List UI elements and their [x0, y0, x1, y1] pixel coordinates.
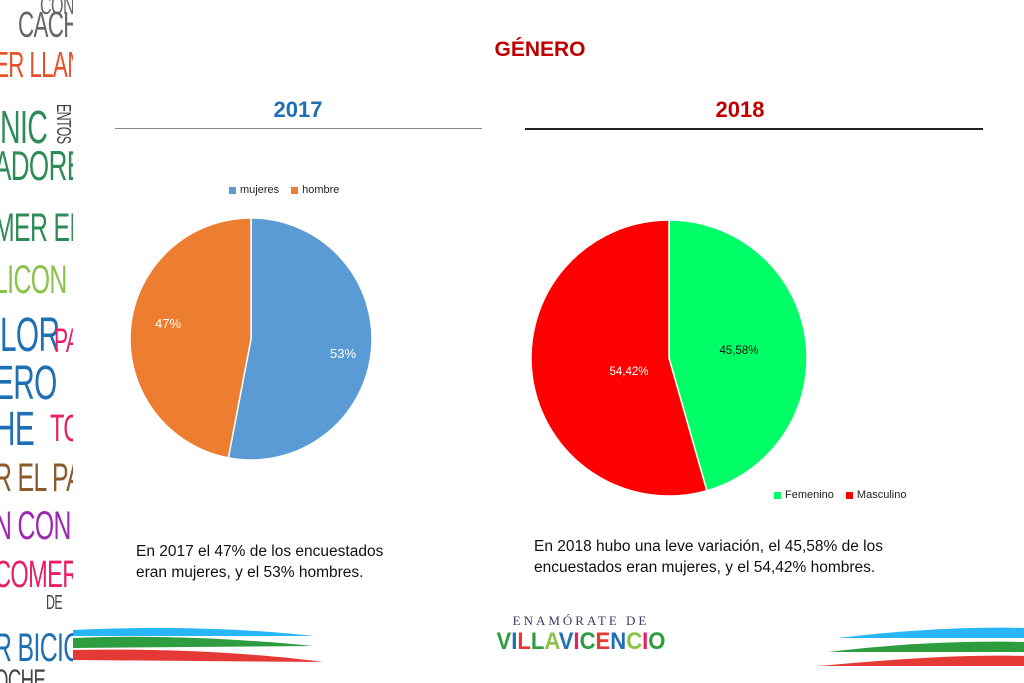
caption-line: eran mujeres, y el 53% hombres.	[136, 564, 364, 581]
side-word: OCHE	[0, 664, 46, 683]
logo-letter: I	[511, 628, 518, 655]
pie-data-label: 47%	[155, 316, 181, 331]
pie-slice-femenino	[668, 219, 808, 492]
logo-letter: C	[579, 628, 596, 655]
logo-tagline: ENAMÓRATE DE	[512, 613, 650, 628]
caption-2018: En 2018 hubo una leve variación, el 45,5…	[534, 536, 883, 578]
side-word: NIC	[0, 101, 48, 153]
pie-chart-2017: 53% 47%	[129, 217, 373, 461]
side-word: PA	[54, 322, 73, 360]
legend-2017: mujeres hombre	[229, 184, 339, 196]
side-word: HE	[0, 403, 35, 456]
side-word: LOR	[0, 309, 60, 362]
side-word: DE	[46, 592, 63, 614]
slide-title: GÉNERO	[494, 38, 586, 61]
logo-letter: E	[595, 628, 611, 655]
pie-data-label: 54,42%	[609, 366, 648, 378]
divider-2017	[115, 128, 482, 129]
caption-2017: En 2017 el 47% de los encuestados eran m…	[136, 541, 383, 583]
logo-brand: VILLAVICENCIO	[494, 628, 669, 656]
logo-letter: C	[626, 628, 643, 655]
legend-label: Femenino	[785, 489, 834, 501]
divider-2018	[525, 128, 983, 130]
side-word: LICON	[0, 258, 67, 302]
legend-swatch	[774, 491, 781, 499]
side-word: CACHA	[18, 4, 73, 45]
year-heading-2018: 2018	[715, 97, 765, 122]
caption-line: encuestados eran mujeres, y el 54,42% ho…	[534, 559, 876, 576]
legend-item-hombre: hombre	[291, 184, 339, 196]
decorative-swoosh-left	[73, 628, 323, 662]
legend-item-femenino: Femenino	[774, 489, 834, 501]
pie-data-label: 45,58%	[719, 345, 758, 357]
logo-letter: N	[610, 628, 627, 655]
legend-item-mujeres: mujeres	[229, 184, 279, 196]
logo-letter: L	[530, 628, 545, 655]
side-word: CON	[40, 0, 73, 20]
legend-item-masculino: Masculino	[845, 489, 907, 501]
decorative-swoosh-right	[818, 627, 1024, 666]
legend-swatch	[845, 491, 853, 499]
logo-letter: V	[496, 628, 512, 655]
side-word: N CON	[0, 504, 71, 548]
pie-slice-hombre	[129, 217, 252, 459]
legend-label: Masculino	[856, 489, 907, 501]
pie-chart-2018: 45,58% 54,42%	[530, 219, 808, 497]
legend-swatch	[291, 186, 299, 194]
side-word: R EL PARÇ	[0, 456, 73, 500]
side-word: ENTOS	[52, 104, 73, 144]
pie-slice-mujeres	[227, 217, 373, 461]
pie-slice-masculino	[530, 219, 708, 497]
caption-line: En 2017 el 47% de los encuestados	[136, 543, 384, 560]
side-word: TO	[50, 408, 73, 450]
legend-label: mujeres	[240, 184, 280, 196]
logo-letter: A	[544, 628, 559, 655]
side-word: COMER	[0, 554, 73, 596]
logo-letter: L	[517, 628, 531, 655]
brand-logo: ENAMÓRATE DE VILLAVICENCIO	[486, 613, 676, 658]
side-word: ERO	[0, 357, 57, 410]
logo-letter: I	[642, 628, 649, 655]
logo-letter: V	[558, 628, 574, 655]
legend-2018: Femenino Masculino	[774, 489, 906, 501]
legend-swatch	[229, 186, 236, 194]
pie-data-label: 53%	[330, 346, 356, 361]
logo-letter: O	[648, 628, 666, 655]
side-word: ADORE	[0, 142, 73, 189]
legend-label: hombre	[302, 184, 340, 196]
logo-letter: I	[573, 628, 580, 655]
caption-line: En 2018 hubo una leve variación, el 45,5…	[534, 538, 883, 555]
side-word: MER EL F	[0, 206, 73, 250]
year-heading-2017: 2017	[273, 97, 323, 122]
